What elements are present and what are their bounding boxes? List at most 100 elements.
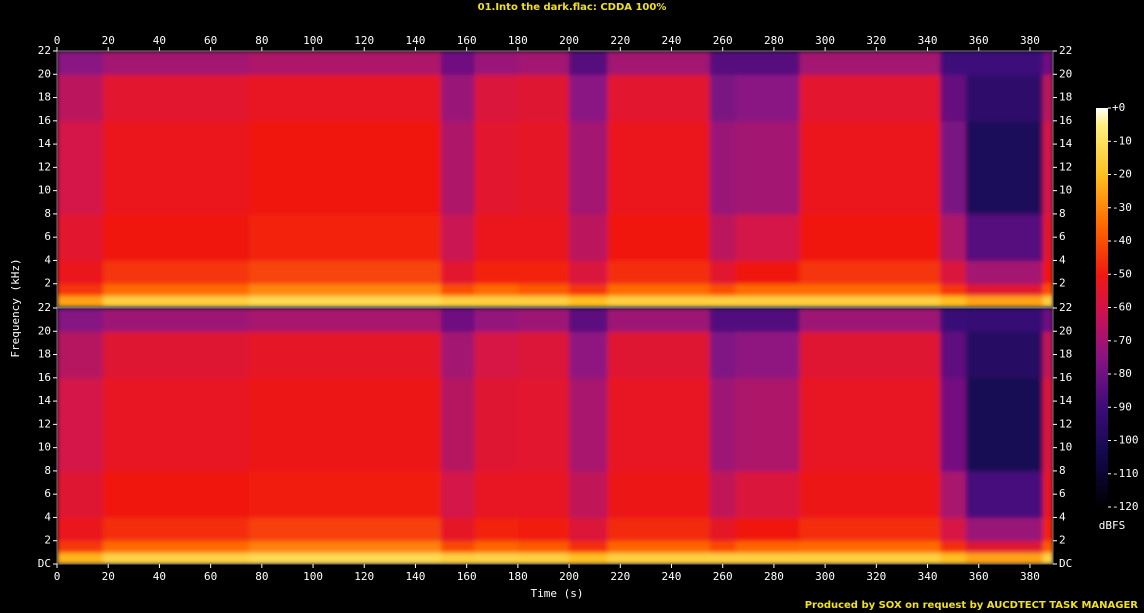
x-tick-label: 140 [406,34,426,47]
spectrogram-cell [103,283,250,296]
spectrogram-cell [607,295,711,307]
spectrogram-cell [799,470,941,518]
spectrogram-cell [709,517,737,542]
spectrogram-cell [517,120,570,215]
y-tick-label: 4 [44,510,51,523]
spectrogram-cell [103,213,250,261]
spectrogram-cell [607,552,711,564]
x-tick-label: 380 [1020,34,1040,47]
spectrogram-cell [735,517,801,542]
spectrogram-cell [940,308,967,332]
spectrogram-cell [517,51,570,75]
spectrogram-cell [249,308,442,332]
spectrogram-cell [569,470,608,518]
y-tick-label: 22 [38,44,51,57]
spectrogram-cell [517,377,570,472]
y-tick-label: 16 [38,114,51,127]
x-tick-label: 20 [102,34,115,47]
x-tick-label: 80 [255,34,268,47]
spectrogram-cell [709,213,737,261]
spectrogram-cell [799,74,941,122]
colorbar-tick-label: -10 [1112,134,1132,147]
spectrogram-cell [57,377,104,472]
spectrogram-cell [709,540,737,553]
spectrogram-cell [103,74,250,122]
y-tick-label: 22 [38,301,51,314]
spectrogram-cell [940,517,967,542]
spectrogram-cell [441,295,475,307]
spectrogram-cell [709,552,737,564]
spectrogram-cell [517,540,570,553]
y-tick-label: 20 [1059,67,1072,80]
y-tick-label: 2 [1059,534,1066,547]
x-tick-label: 240 [662,34,682,47]
spectrogram-cell [57,517,104,542]
spectrogram-cell [249,74,442,122]
spectrogram-cell [569,74,608,122]
spectrogram-cell [57,295,104,307]
spectrogram-cell [57,51,104,75]
spectrogram-cell [441,120,475,215]
y-tick-label: 12 [38,417,51,430]
spectrogram-cell [1042,283,1053,296]
x-tick-label: 120 [354,34,374,47]
spectrogram-cell [1042,120,1053,215]
colorbar-tick-label: -30 [1112,201,1132,214]
spectrogram-cell [799,331,941,379]
spectrogram-cell [474,283,519,296]
spectrogram-cell [965,74,1044,122]
y-tick-label: 8 [1059,464,1066,477]
spectrogram-cell [709,260,737,285]
x-tick-label: 340 [918,34,938,47]
heatmap [57,308,1053,564]
spectrogram-cell [940,377,967,472]
spectrogram-cell [249,283,442,296]
spectrogram-cell [940,295,967,307]
channel-2 [57,308,1053,564]
spectrogram-cell [517,283,570,296]
spectrogram-cell [1042,377,1053,472]
spectrogram-cell [799,213,941,261]
spectrogram-cell [965,540,1044,553]
spectrogram-cell [940,552,967,564]
spectrogram-cell [474,308,519,332]
y-tick-label: 10 [38,441,51,454]
spectrogram-cell [474,120,519,215]
colorbar-tick-label: -60 [1112,301,1132,314]
spectrogram-cell [607,120,711,215]
y-tick-label: 20 [1059,324,1072,337]
spectrogram-cell [569,295,608,307]
spectrogram-cell [249,552,442,564]
spectrogram-cell [940,74,967,122]
y-tick-label: 20 [38,324,51,337]
x-tick-label: 160 [457,570,477,583]
x-tick-label: 300 [815,570,835,583]
spectrogram-cell [607,377,711,472]
spectrogram-cell [249,470,442,518]
colorbar-tick-label: +0 [1112,101,1125,114]
spectrogram-cell [249,295,442,307]
spectrogram-cell [735,331,801,379]
spectrogram-cell [103,308,250,332]
spectrogram-cell [940,51,967,75]
spectrogram-cell [709,470,737,518]
y-tick-label: DC [38,557,51,570]
spectrogram-cell [103,51,250,75]
x-tick-label: 360 [969,570,989,583]
spectrogram-cell [249,213,442,261]
y-tick-label: 12 [1059,160,1072,173]
spectrogram-cell [965,51,1044,75]
y-tick-label: 10 [38,184,51,197]
spectrogram-cell [474,213,519,261]
spectrogram-cell [57,308,104,332]
spectrogram-cell [607,308,711,332]
spectrogram-cell [517,331,570,379]
y-tick-label: 16 [38,371,51,384]
y-tick-label: 22 [1059,301,1072,314]
spectrogram-cell [441,213,475,261]
y-tick-label: 2 [1059,277,1066,290]
spectrogram-cell [517,74,570,122]
spectrogram-cell [569,120,608,215]
spectrogram-cell [57,470,104,518]
